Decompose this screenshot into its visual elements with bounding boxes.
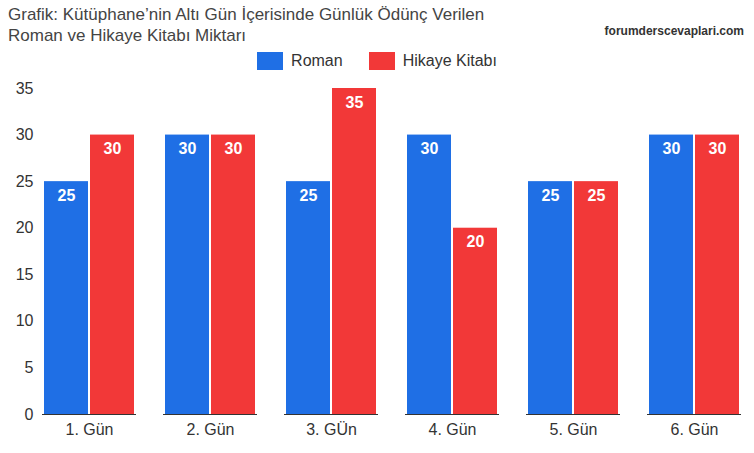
svg-text:30: 30 [104,140,122,157]
svg-text:30: 30 [421,140,439,157]
svg-text:10: 10 [16,312,34,329]
html-text:Grafik: Kütüphane’nin Altı Gün: Grafik: Kütüphane’nin Altı Gün İçerisind… [8,5,485,45]
svg-text:5: 5 [25,359,34,376]
html-text:Roman: Roman [291,51,343,69]
svg-text:2. Gün: 2. Gün [186,421,234,438]
svg-text:25: 25 [542,187,560,204]
svg-text:5. Gün: 5. Gün [549,421,597,438]
svg-text:35: 35 [346,94,364,111]
svg-text:15: 15 [16,266,34,283]
svg-text:25: 25 [588,187,606,204]
svg-text:6. Gün: 6. Gün [670,421,718,438]
svg-text:30: 30 [663,140,681,157]
html-text:forumderscevaplari.com: forumderscevaplari.com [604,24,744,38]
svg-text:1. Gün: 1. Gün [65,421,113,438]
svg-text:30: 30 [225,140,243,157]
svg-text:30: 30 [179,140,197,157]
svg-text:20: 20 [467,233,485,250]
svg-text:0: 0 [25,406,34,423]
svg-text:25: 25 [58,187,76,204]
svg-text:3. GÜn: 3. GÜn [306,421,357,438]
svg-text:30: 30 [16,126,34,143]
svg-text:4. Gün: 4. Gün [428,421,476,438]
svg-text:35: 35 [16,80,34,97]
svg-text:20: 20 [16,219,34,236]
svg-text:25: 25 [16,173,34,190]
svg-text:30: 30 [709,140,727,157]
svg-text:25: 25 [300,187,318,204]
html-text:Hikaye Kitabı: Hikaye Kitabı [402,51,497,69]
